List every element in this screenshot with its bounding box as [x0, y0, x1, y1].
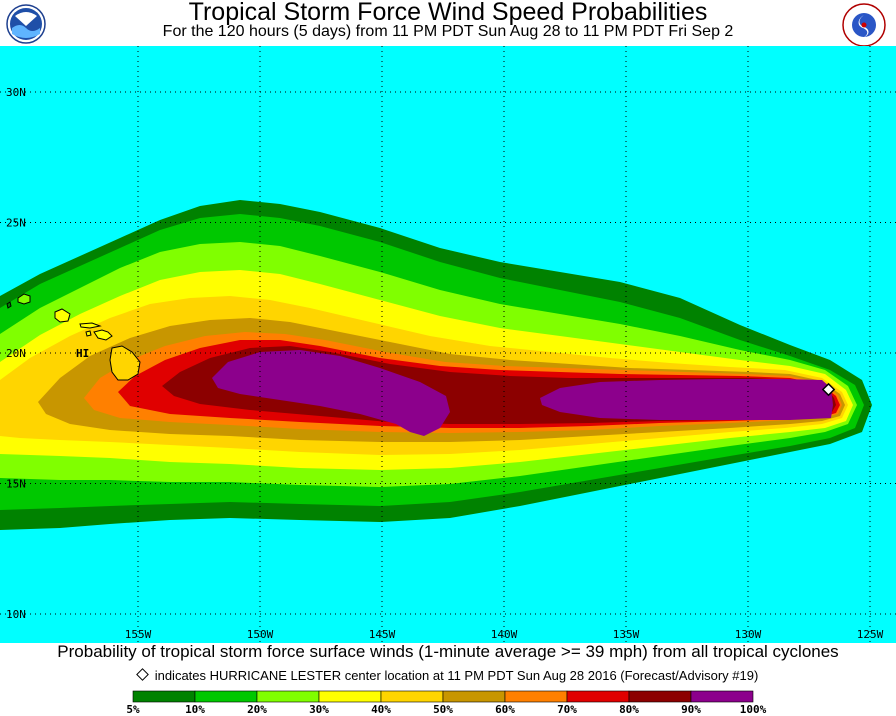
storm-center-marker [821, 382, 836, 397]
contour-90-percent-east [540, 379, 833, 420]
legend-label: 40% [371, 703, 391, 716]
page-title: Tropical Storm Force Wind Speed Probabil… [188, 0, 708, 26]
nws-logo [842, 3, 886, 47]
longitude-labels: 155W 150W 145W 140W 135W 130W 125W [125, 628, 884, 641]
legend-label: 5% [126, 703, 140, 716]
page-subtitle: For the 120 hours (5 days) from 11 PM PD… [162, 23, 734, 40]
lat-label: 25N [6, 217, 26, 230]
legend-label: 50% [433, 703, 453, 716]
island-kauai [17, 293, 31, 305]
legend-label: 100% [740, 703, 767, 716]
lat-label: 20N [6, 347, 26, 360]
legend-label: 80% [619, 703, 639, 716]
lon-label: 140W [491, 628, 518, 641]
legend-labels: 5% 10% 20% 30% 40% 50% 60% 70% 80% 90% 100% [126, 703, 766, 716]
legend-label: 10% [185, 703, 205, 716]
place-label-hi: HI [76, 347, 89, 360]
island-maui [93, 329, 113, 341]
legend-swatch [442, 690, 506, 703]
island-oahu [54, 308, 71, 323]
probability-legend: 5% 10% 20% 30% 40% 50% 60% 70% 80% 90% 100% [126, 690, 767, 716]
legend-swatch [194, 690, 258, 703]
storm-center-legend-diamond [135, 668, 149, 681]
legend-swatch [380, 690, 444, 703]
legend-swatch [132, 690, 196, 703]
lat-label: 15N [6, 478, 26, 491]
latitude-labels: 30N 25N 20N 15N 10N [6, 86, 26, 621]
legend-label: 20% [247, 703, 267, 716]
legend-swatch [504, 690, 568, 703]
legend-label: 30% [309, 703, 329, 716]
lon-label: 150W [247, 628, 274, 641]
lon-label: 130W [735, 628, 762, 641]
map-caption: Probability of tropical storm force surf… [57, 642, 839, 661]
storm-note: indicates HURRICANE LESTER center locati… [0, 668, 896, 684]
legend-swatch [318, 690, 382, 703]
island-niihau [6, 301, 12, 309]
noaa-logo [6, 4, 46, 44]
storm-center-diamond [821, 382, 836, 397]
legend-label: 90% [681, 703, 701, 716]
legend-swatch [690, 690, 754, 703]
legend-swatch [256, 690, 320, 703]
legend-label: 70% [557, 703, 577, 716]
legend-label: 60% [495, 703, 515, 716]
legend-swatch [566, 690, 630, 703]
legend-swatch [628, 690, 692, 703]
legend-swatches [132, 690, 754, 703]
island-molokai [79, 322, 102, 329]
header: Tropical Storm Force Wind Speed Probabil… [0, 0, 896, 47]
storm-note-text: indicates HURRICANE LESTER center locati… [154, 668, 759, 683]
lat-label: 10N [6, 608, 26, 621]
lat-label: 30N [6, 86, 26, 99]
lon-label: 135W [613, 628, 640, 641]
lon-label: 125W [857, 628, 884, 641]
contour-90-percent-west [212, 350, 450, 436]
footer: Probability of tropical storm force surf… [0, 642, 896, 716]
lon-label: 155W [125, 628, 152, 641]
island-lanai [85, 330, 92, 337]
lon-label: 145W [369, 628, 396, 641]
island-hawaii [109, 345, 141, 381]
hawaiian-islands [6, 293, 141, 381]
probability-contours [0, 200, 872, 530]
